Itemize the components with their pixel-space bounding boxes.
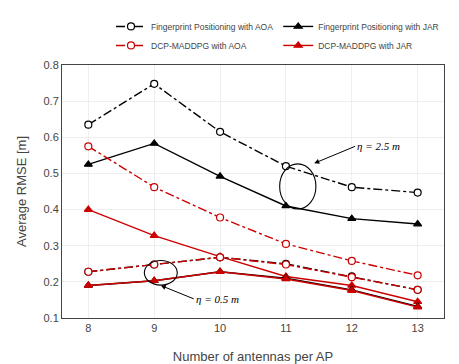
svg-text:Fingerprint Positioning with J: Fingerprint Positioning with JAR	[318, 22, 438, 32]
svg-text:8: 8	[85, 322, 91, 334]
svg-text:10: 10	[214, 322, 226, 334]
svg-text:0.2: 0.2	[44, 276, 59, 288]
svg-text:η = 0.5 m: η = 0.5 m	[196, 293, 239, 305]
svg-text:9: 9	[151, 322, 157, 334]
svg-text:DCP-MADDPG with JAR: DCP-MADDPG with JAR	[318, 41, 412, 51]
svg-text:η = 2.5 m: η = 2.5 m	[357, 140, 400, 152]
svg-text:0.7: 0.7	[44, 95, 59, 107]
svg-text:0.1: 0.1	[44, 312, 59, 324]
svg-text:13: 13	[412, 322, 424, 334]
svg-text:12: 12	[346, 322, 358, 334]
svg-text:Average RMSE [m]: Average RMSE [m]	[14, 136, 29, 247]
svg-text:0.4: 0.4	[44, 203, 59, 215]
svg-text:0.8: 0.8	[44, 59, 59, 71]
svg-text:0.3: 0.3	[44, 240, 59, 252]
svg-text:Fingerprint Positioning with A: Fingerprint Positioning with AOA	[151, 22, 273, 32]
svg-text:0.6: 0.6	[44, 131, 59, 143]
svg-text:DCP-MADDPG with AOA: DCP-MADDPG with AOA	[151, 41, 247, 51]
svg-text:Number of antennas per AP: Number of antennas per AP	[173, 349, 333, 364]
svg-text:0.5: 0.5	[44, 167, 59, 179]
svg-text:11: 11	[280, 322, 291, 334]
